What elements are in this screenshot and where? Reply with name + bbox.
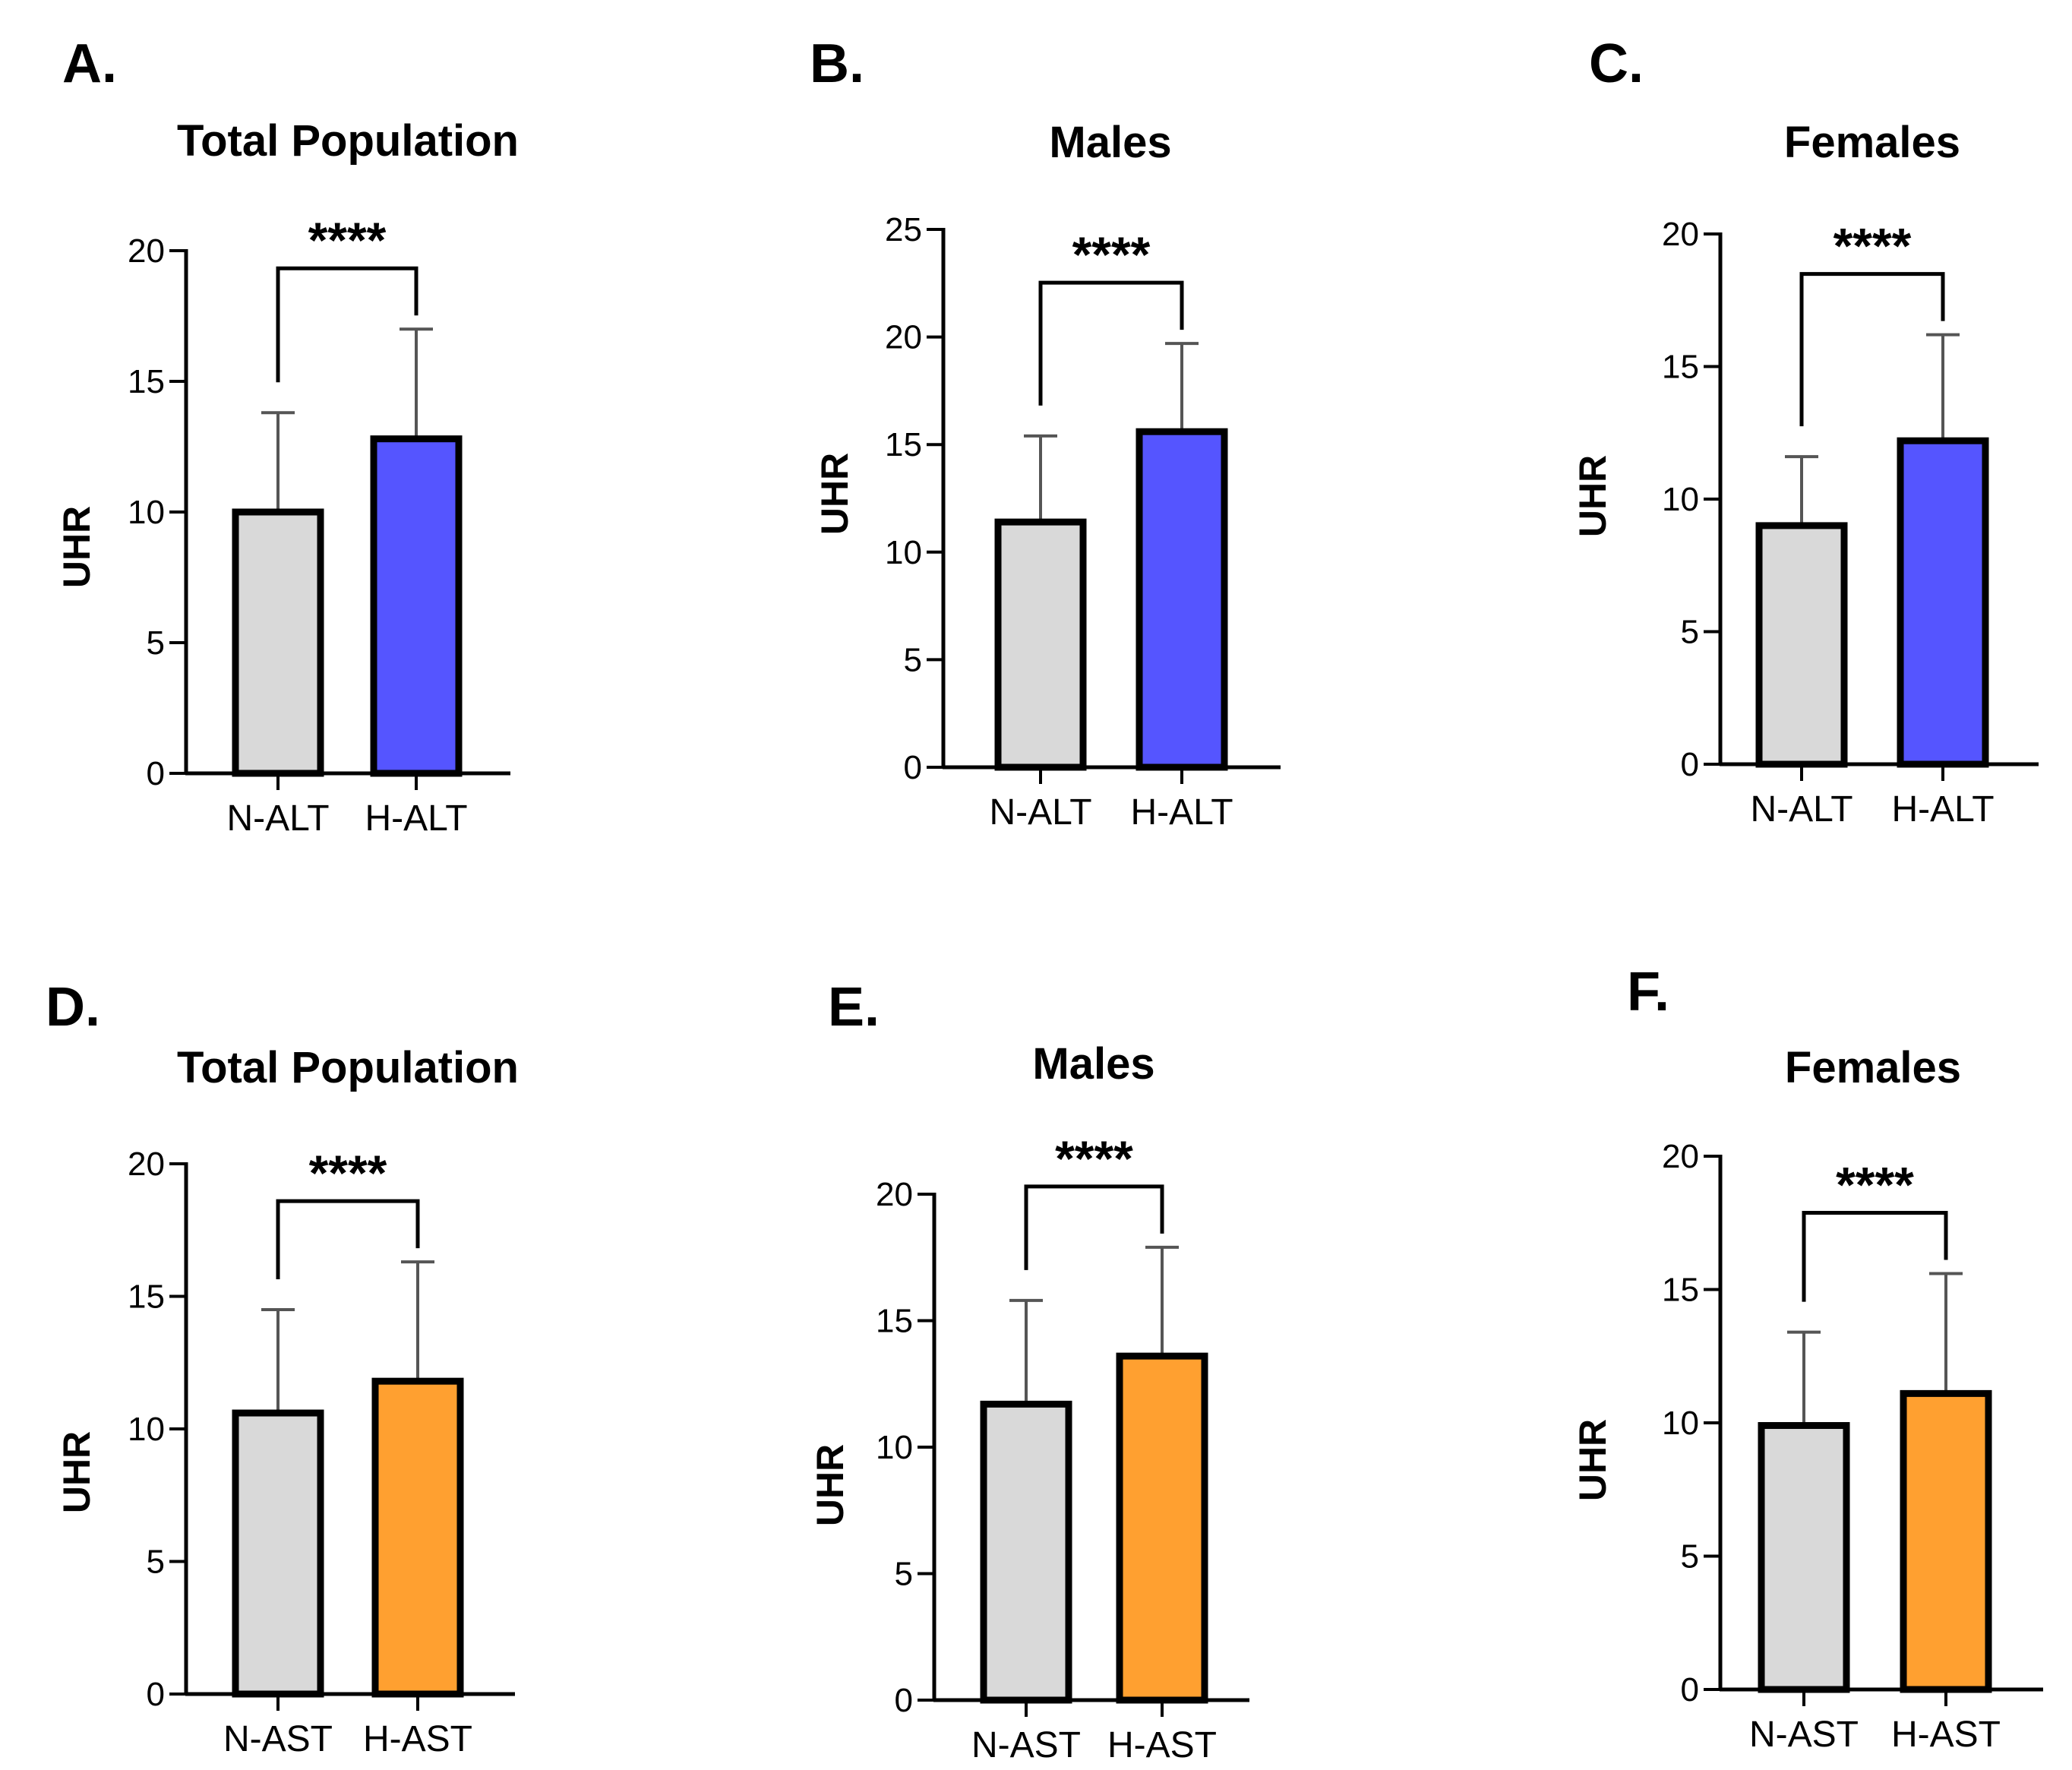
y-tick-label: 0 xyxy=(147,755,165,792)
significance-label: **** xyxy=(1834,218,1912,274)
x-tick-label: H-ALT xyxy=(1130,792,1233,833)
significance-label: **** xyxy=(1836,1156,1914,1212)
bar-n-alt xyxy=(994,518,1087,771)
panel-title: Total Population xyxy=(177,1043,519,1092)
bar-h-alt xyxy=(1135,428,1228,771)
y-tick-label: 5 xyxy=(904,641,922,678)
panel-e: E. Males UHR 0 5 10 15 20 N-AST H-AST **** xyxy=(809,977,1249,1765)
y-tick-label: 10 xyxy=(1662,1405,1699,1442)
y-tick-label: 15 xyxy=(1662,1272,1699,1309)
significance-bracket xyxy=(276,266,419,383)
y-tick-label: 0 xyxy=(895,1682,913,1719)
panel-a: A. Total Population UHR 0 5 10 15 20 N-ALT H-ALT *… xyxy=(55,33,519,839)
y-tick-label: 15 xyxy=(128,1279,165,1316)
y-tick-label: 10 xyxy=(1662,481,1699,518)
panel-b: B. Males UHR 0 5 10 15 20 25 N-ALT H-ALT **** xyxy=(810,33,1281,833)
bar-h-alt xyxy=(1897,437,1989,768)
y-tick-label: 15 xyxy=(876,1303,913,1340)
x-tick-label: N-ALT xyxy=(989,792,1091,833)
significance-label: **** xyxy=(1072,226,1151,283)
bar-n-alt xyxy=(232,508,324,777)
panel-title: Females xyxy=(1785,1043,1961,1092)
panel-letter: E. xyxy=(828,977,880,1038)
x-tick-label: N-ALT xyxy=(226,798,329,839)
x-tick-label: H-AST xyxy=(1891,1715,2001,1755)
y-axis-label: UHR xyxy=(809,1444,851,1526)
y-tick-label: 20 xyxy=(885,319,922,356)
panel-letter: F. xyxy=(1627,962,1669,1022)
panel-letter: B. xyxy=(810,33,864,94)
bar-n-alt xyxy=(1755,522,1848,768)
y-tick-label: 20 xyxy=(128,232,165,270)
y-axis-label: UHR xyxy=(55,506,98,588)
panel-title: Females xyxy=(1784,118,1960,167)
panel-c: C. Females UHR 0 5 10 15 20 N-ALT H-ALT **** xyxy=(1571,33,2039,830)
panel-letter: C. xyxy=(1589,33,1644,94)
y-tick-label: 20 xyxy=(128,1146,165,1183)
panel-f: F. Females UHR 0 5 10 15 20 N-AST H-AST **** xyxy=(1571,962,2043,1755)
significance-bracket xyxy=(1024,1184,1164,1270)
y-tick-label: 20 xyxy=(876,1176,913,1213)
y-axis-label: UHR xyxy=(813,453,856,535)
y-tick-label: 10 xyxy=(885,534,922,571)
significance-bracket xyxy=(276,1199,420,1279)
y-tick-label: 10 xyxy=(128,494,165,531)
x-tick-label: H-ALT xyxy=(365,798,467,839)
panel-title: Total Population xyxy=(177,116,519,166)
y-tick-label: 5 xyxy=(1681,614,1699,651)
y-tick-label: 0 xyxy=(904,749,922,786)
bar-h-alt xyxy=(370,435,463,777)
significance-bracket xyxy=(1799,272,1945,427)
panel-title: Males xyxy=(1049,118,1171,167)
y-tick-label: 0 xyxy=(1681,746,1699,783)
significance-label: **** xyxy=(1055,1130,1133,1187)
y-axis-label: UHR xyxy=(55,1431,98,1513)
bar-h-ast xyxy=(371,1377,464,1698)
x-tick-label: H-ALT xyxy=(1891,789,1994,830)
x-tick-label: N-AST xyxy=(223,1719,333,1759)
y-tick-label: 15 xyxy=(1662,349,1699,386)
y-tick-label: 0 xyxy=(147,1676,165,1713)
panel-letter: A. xyxy=(62,33,117,94)
y-tick-label: 20 xyxy=(1662,216,1699,253)
bar-n-ast xyxy=(1758,1422,1850,1693)
bar-h-ast xyxy=(1116,1352,1208,1704)
panel-title: Males xyxy=(1032,1039,1154,1089)
x-tick-label: H-AST xyxy=(363,1719,472,1759)
significance-label: **** xyxy=(308,212,387,268)
y-tick-label: 15 xyxy=(885,426,922,463)
x-tick-label: N-AST xyxy=(971,1725,1081,1765)
y-tick-label: 5 xyxy=(147,624,165,662)
bar-h-ast xyxy=(1900,1389,1992,1693)
y-tick-label: 5 xyxy=(1681,1538,1699,1576)
y-tick-label: 20 xyxy=(1662,1138,1699,1175)
y-tick-label: 25 xyxy=(885,211,922,248)
y-tick-label: 10 xyxy=(876,1429,913,1466)
y-tick-label: 5 xyxy=(147,1544,165,1581)
y-tick-label: 5 xyxy=(895,1556,913,1593)
panel-letter: D. xyxy=(46,977,100,1038)
bar-n-ast xyxy=(980,1400,1072,1704)
bar-n-ast xyxy=(232,1409,324,1698)
panel-d: D. Total Population UHR 0 5 10 15 20 N-AST H-AST *… xyxy=(46,977,519,1759)
y-axis-label: UHR xyxy=(1571,1419,1614,1501)
significance-bracket xyxy=(1802,1210,1948,1302)
y-tick-label: 0 xyxy=(1681,1671,1699,1708)
x-tick-label: N-ALT xyxy=(1750,789,1852,830)
significance-bracket xyxy=(1038,280,1184,406)
x-tick-label: H-AST xyxy=(1107,1725,1217,1765)
y-tick-label: 15 xyxy=(128,363,165,400)
y-tick-label: 10 xyxy=(128,1411,165,1448)
y-axis-label: UHR xyxy=(1571,455,1614,537)
significance-label: **** xyxy=(309,1145,387,1201)
x-tick-label: N-AST xyxy=(1749,1715,1859,1755)
